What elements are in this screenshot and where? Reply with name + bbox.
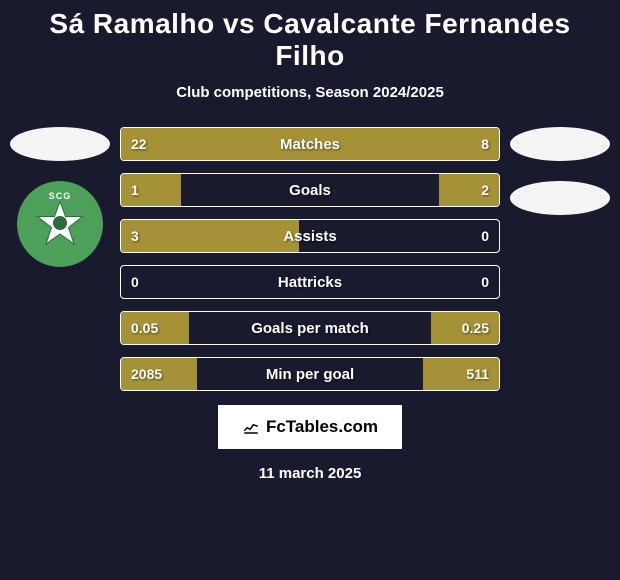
stat-label: Matches (280, 136, 340, 153)
page-title: Sá Ramalho vs Cavalcante Fernandes Filho (0, 8, 620, 72)
comparison-section: SCG 22 8 Matches 1 2 Goals 3 0 Assists 0 0 Hattrick… (0, 127, 620, 391)
chart-icon (242, 418, 260, 436)
team-right-oval (510, 181, 610, 215)
stat-value-left: 0.05 (131, 320, 158, 336)
footer-date: 11 march 2025 (259, 465, 362, 482)
star-icon (35, 199, 85, 249)
footer-logo-text: FcTables.com (266, 417, 378, 437)
bar-fill-right (370, 128, 499, 160)
stat-label: Hattricks (278, 274, 342, 291)
stat-row-hattricks: 0 0 Hattricks (120, 265, 500, 299)
stat-value-right: 511 (466, 366, 489, 382)
stat-label: Goals (289, 182, 331, 199)
stat-label: Goals per match (251, 320, 369, 337)
stat-value-right: 0 (481, 228, 489, 244)
stat-row-min-per-goal: 2085 511 Min per goal (120, 357, 500, 391)
stat-value-left: 2085 (131, 366, 162, 382)
avatars-left: SCG (10, 127, 110, 391)
stat-value-left: 22 (131, 136, 147, 152)
stat-value-right: 0 (481, 274, 489, 290)
stat-row-goals-per-match: 0.05 0.25 Goals per match (120, 311, 500, 345)
stat-value-right: 0.25 (462, 320, 489, 336)
stat-value-left: 3 (131, 228, 139, 244)
player-left-oval (10, 127, 110, 161)
footer-logo: FcTables.com (218, 405, 402, 449)
stat-label: Min per goal (266, 366, 354, 383)
player-right-oval (510, 127, 610, 161)
infographic-root: Sá Ramalho vs Cavalcante Fernandes Filho… (0, 0, 620, 580)
stat-row-matches: 22 8 Matches (120, 127, 500, 161)
stat-bars: 22 8 Matches 1 2 Goals 3 0 Assists 0 0 Hattricks 0.0… (110, 127, 510, 391)
stat-row-assists: 3 0 Assists (120, 219, 500, 253)
stat-label: Assists (283, 228, 336, 245)
avatars-right (510, 127, 610, 391)
stat-value-right: 2 (481, 182, 489, 198)
stat-value-right: 8 (481, 136, 489, 152)
bar-fill-right (439, 174, 499, 206)
bar-fill-left (121, 220, 299, 252)
stat-value-left: 1 (131, 182, 139, 198)
subtitle: Club competitions, Season 2024/2025 (176, 84, 444, 101)
team-left-badge: SCG (17, 181, 103, 267)
stat-row-goals: 1 2 Goals (120, 173, 500, 207)
stat-value-left: 0 (131, 274, 139, 290)
